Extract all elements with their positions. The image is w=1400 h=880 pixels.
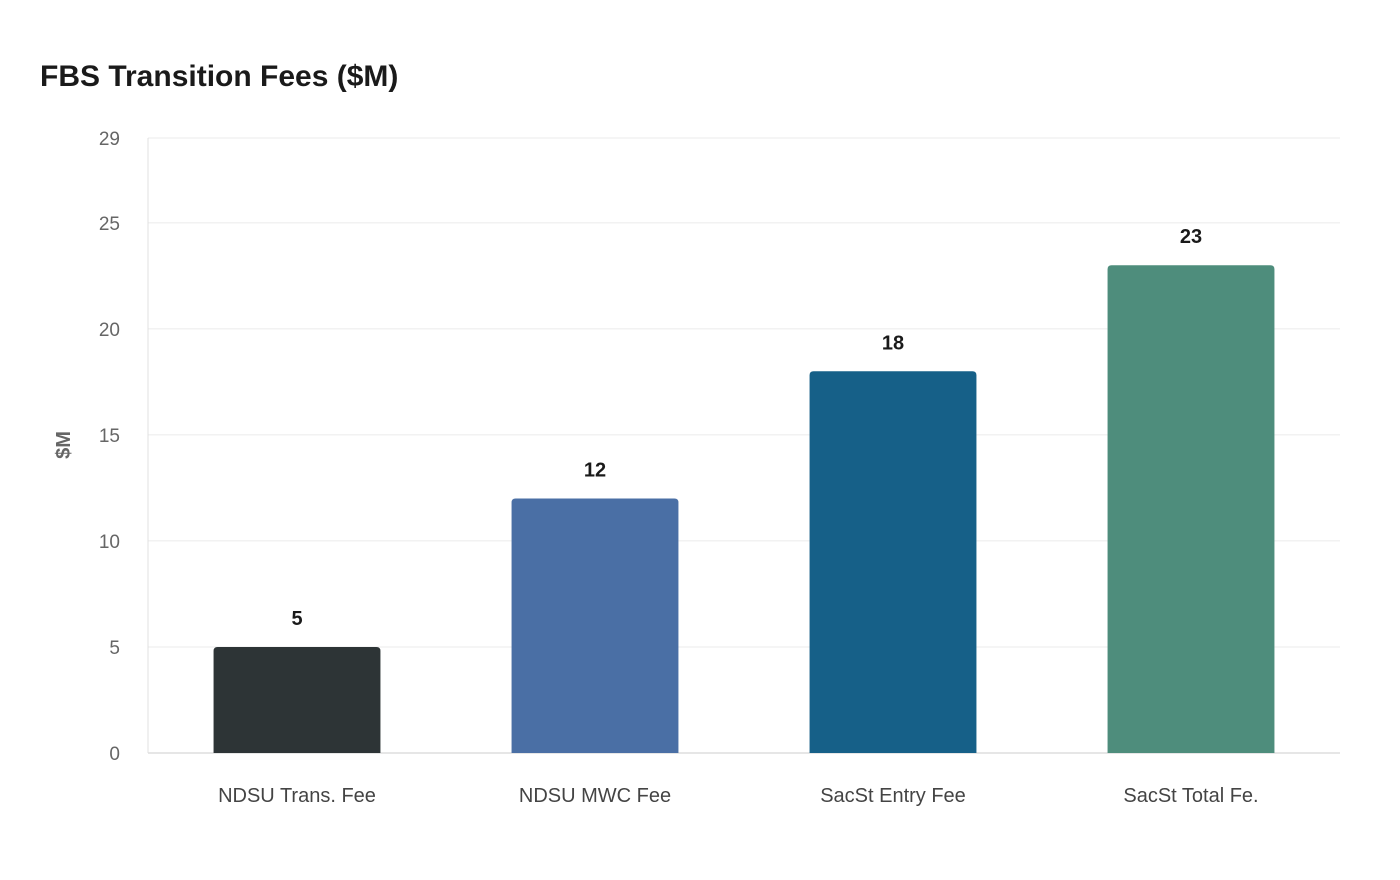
x-tick-label: NDSU Trans. Fee xyxy=(218,785,376,807)
bar xyxy=(809,371,977,753)
bar xyxy=(1107,265,1275,753)
y-tick-label: 20 xyxy=(99,320,120,341)
y-tick-label: 10 xyxy=(99,532,120,553)
chart-title: FBS Transition Fees ($M) xyxy=(40,60,399,93)
data-label: 5 xyxy=(291,608,302,630)
data-label: 12 xyxy=(584,460,606,482)
y-axis-label: $M xyxy=(53,431,75,459)
bar xyxy=(213,646,381,753)
bar xyxy=(511,498,679,753)
y-tick-label: 15 xyxy=(99,426,120,447)
y-tick-label: 25 xyxy=(99,214,120,235)
x-tick-label: SacSt Total Fe. xyxy=(1123,785,1258,807)
x-tick-label: NDSU MWC Fee xyxy=(519,785,671,807)
data-label: 18 xyxy=(882,332,904,354)
data-label: 23 xyxy=(1180,226,1202,248)
y-tick-label: 29 xyxy=(99,129,120,150)
y-tick-label: 5 xyxy=(109,638,120,659)
y-tick-label: 0 xyxy=(109,744,120,765)
x-tick-label: SacSt Entry Fee xyxy=(820,785,966,807)
